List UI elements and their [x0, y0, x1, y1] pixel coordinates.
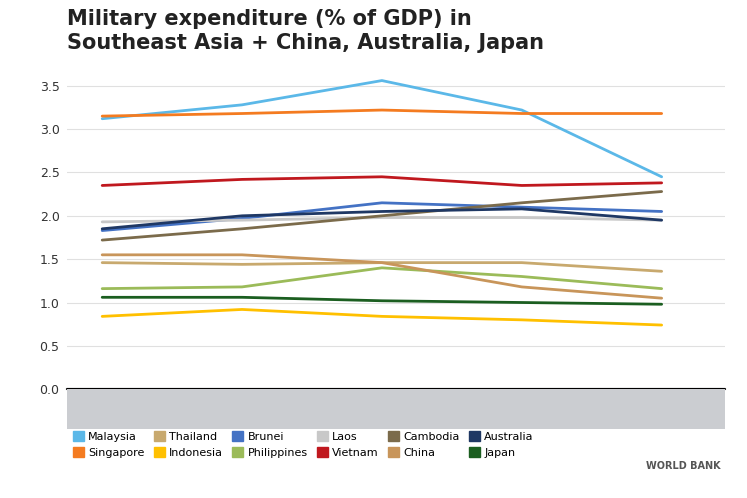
Legend: Malaysia, Singapore, Thailand, Indonesia, Brunei, Philippines, Laos, Vietnam, Ca: Malaysia, Singapore, Thailand, Indonesia… [72, 431, 533, 458]
Text: WORLD BANK: WORLD BANK [646, 461, 721, 471]
Text: Military expenditure (% of GDP) in
Southeast Asia + China, Australia, Japan: Military expenditure (% of GDP) in South… [67, 9, 545, 53]
